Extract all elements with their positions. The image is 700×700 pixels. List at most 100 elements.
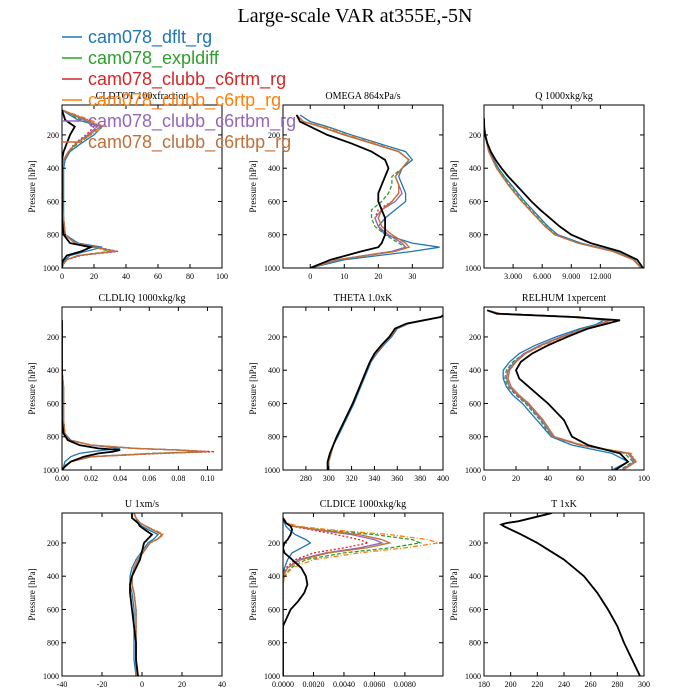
x-tick-label: 20: [90, 272, 98, 281]
series-group: [62, 109, 119, 268]
panel-title: Q 1000xkg/kg: [535, 91, 593, 102]
y-axis-label: Pressure [hPa]: [27, 160, 37, 212]
x-tick-label: 80: [186, 272, 194, 281]
panel-3: Q 1000xkg/kg 200 400 600 800 1000 Pressure [hP…: [449, 91, 645, 281]
series-line-6: [499, 513, 641, 676]
series-line-obs: [62, 320, 121, 470]
y-tick-label: 800: [268, 433, 280, 442]
legend-entry: cam078_clubb_c6rtbm_rg: [62, 111, 296, 132]
x-tick-label: 80: [608, 474, 616, 483]
series-line-4: [283, 517, 439, 676]
series-line-1: [487, 309, 630, 470]
series-line-2: [499, 513, 641, 676]
x-tick-label: 260: [585, 680, 597, 689]
series-line-5: [62, 320, 208, 470]
y-axis-label: Pressure [hPa]: [449, 362, 459, 414]
legend: cam078_dflt_rgcam078_expldiffcam078_club…: [62, 27, 296, 153]
y-tick-label: 1000: [43, 264, 59, 273]
series-line-4: [484, 118, 642, 268]
y-tick-label: 400: [469, 366, 481, 375]
series-line-obs: [129, 513, 154, 676]
x-tick-label: 100: [216, 272, 228, 281]
series-line-2: [283, 517, 423, 676]
y-tick-label: 200: [469, 539, 481, 548]
x-tick-label: 0.0020: [302, 680, 324, 689]
panel-title: RELHUM 1xpercent: [522, 293, 606, 304]
x-tick-label: 200: [505, 680, 517, 689]
series-line-1: [283, 517, 312, 676]
series-group: [295, 114, 440, 268]
series-line-obs: [486, 309, 630, 470]
series-group: [484, 118, 644, 268]
plot-frame: [282, 306, 444, 471]
x-tick-label: 40: [122, 272, 130, 281]
y-tick-label: 800: [268, 639, 280, 648]
series-group: [486, 309, 637, 470]
x-tick-label: 0.08: [171, 474, 185, 483]
legend-entry: cam078_clubb_c6rtp_rg: [62, 90, 281, 111]
y-tick-label: 800: [268, 231, 280, 240]
y-axis-label: Pressure [hPa]: [27, 568, 37, 620]
panel-9: T 1xK 200 400 600 800 1000 Pressure [hPa] 180 20…: [449, 499, 650, 689]
panel-title: CLDTOT 100xfraction: [96, 91, 189, 102]
series-line-6: [62, 109, 115, 268]
y-tick-label: 400: [268, 366, 280, 375]
series-line-6: [296, 114, 411, 268]
series-group: [326, 314, 443, 470]
x-tick-label: 400: [437, 474, 449, 483]
y-tick-label: 1000: [264, 466, 280, 475]
y-tick-label: 800: [47, 639, 59, 648]
y-tick-label: 1000: [465, 264, 481, 273]
x-tick-label: 20: [374, 272, 382, 281]
series-group: [283, 517, 439, 676]
y-tick-label: 800: [469, 231, 481, 240]
y-tick-label: 1000: [465, 672, 481, 681]
y-tick-label: 600: [268, 605, 280, 614]
y-tick-label: 400: [47, 164, 59, 173]
series-line-3: [499, 513, 641, 676]
x-tick-label: 240: [558, 680, 570, 689]
x-tick-label: 0: [140, 680, 144, 689]
series-group: [129, 513, 166, 676]
plot-frame: [483, 104, 645, 269]
y-tick-label: 600: [47, 197, 59, 206]
x-tick-label: 60: [154, 272, 162, 281]
series-group: [499, 513, 641, 676]
y-tick-label: 600: [268, 197, 280, 206]
x-tick-label: 20: [178, 680, 186, 689]
x-tick-label: 60: [576, 474, 584, 483]
x-tick-label: 0.0060: [363, 680, 385, 689]
plot-frame: [61, 512, 223, 677]
x-tick-label: 100: [638, 474, 650, 483]
y-tick-label: 400: [469, 164, 481, 173]
panel-title: U 1xm/s: [125, 499, 159, 510]
x-tick-label: 300: [638, 680, 650, 689]
x-tick-label: -20: [97, 680, 108, 689]
y-tick-label: 600: [268, 399, 280, 408]
y-tick-label: 600: [47, 605, 59, 614]
x-tick-label: 0.0080: [394, 680, 416, 689]
x-tick-label: 12.000: [589, 272, 611, 281]
y-tick-label: 400: [47, 366, 59, 375]
plot-frame: [61, 104, 223, 269]
panel-title: CLDICE 1000xkg/kg: [320, 499, 406, 510]
x-tick-label: 40: [544, 474, 552, 483]
y-tick-label: 800: [469, 433, 481, 442]
y-axis-label: Pressure [hPa]: [449, 568, 459, 620]
x-tick-label: 220: [531, 680, 543, 689]
x-tick-label: 10: [340, 272, 348, 281]
series-line-obs: [499, 513, 641, 676]
series-line-1: [299, 114, 440, 268]
x-tick-label: -40: [57, 680, 68, 689]
series-line-1: [499, 513, 641, 676]
y-tick-label: 800: [47, 433, 59, 442]
x-tick-label: 380: [414, 474, 426, 483]
y-tick-label: 200: [268, 131, 280, 140]
series-line-obs: [295, 114, 390, 268]
y-tick-label: 400: [268, 164, 280, 173]
y-tick-label: 200: [268, 539, 280, 548]
panel-title: OMEGA 864xPa/s: [325, 91, 400, 102]
panel-1: CLDTOT 100xfraction2004006008001000Press…: [27, 91, 228, 281]
figure-title: Large-scale VAR at355E,-5N: [238, 5, 473, 27]
